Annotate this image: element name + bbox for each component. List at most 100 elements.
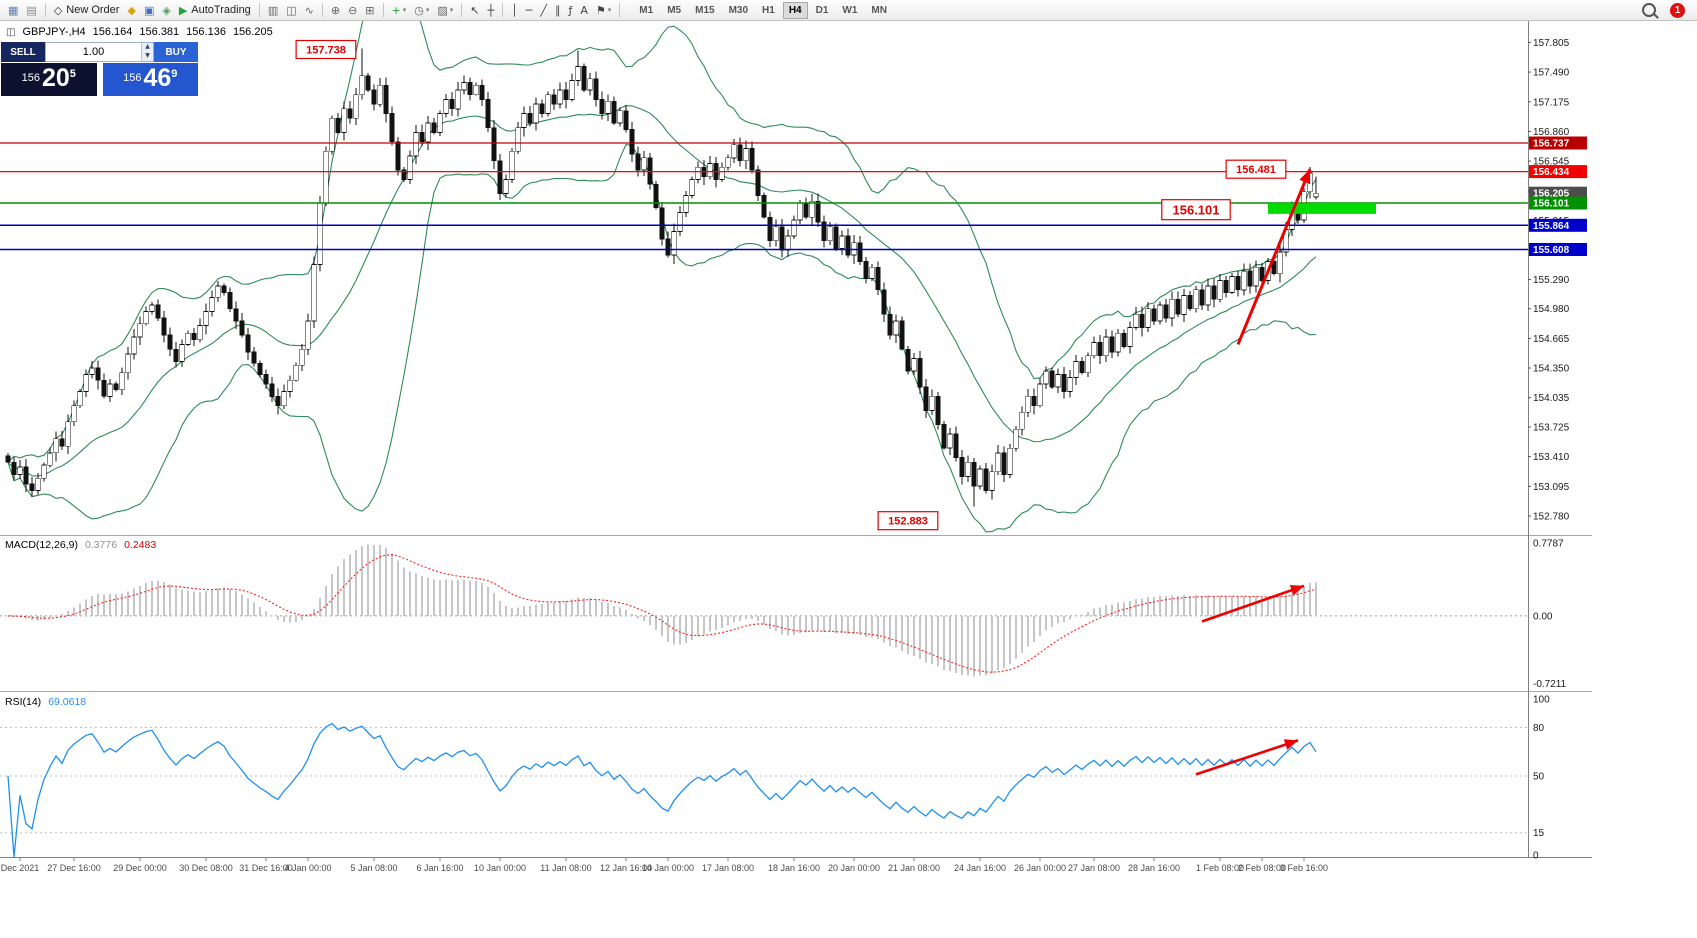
price-scale-label: 152.780	[1533, 512, 1570, 523]
open-value: 156.164	[92, 26, 133, 38]
time-axis-label: 24 Jan 16:00	[954, 863, 1006, 873]
price-tag-156.737	[1529, 136, 1587, 150]
macd-pane-label: MACD(12,26,9) 0.3776 0.2483	[5, 539, 156, 551]
rsi-scale-label: 80	[1533, 723, 1545, 734]
tile-windows-button[interactable]: ⊞	[362, 2, 377, 19]
metaeditor-button[interactable]: ◆	[124, 2, 138, 19]
volume-field[interactable]: 1.00 ▲ ▼	[45, 42, 154, 62]
volume-increase-button[interactable]: ▲	[141, 43, 153, 52]
buy-price-button[interactable]: 156 46 9	[102, 63, 198, 96]
macd-main-value: 0.3776	[84, 539, 118, 551]
macd-scale-label: -0.7211	[1533, 679, 1567, 690]
toolbar-buttons: ▦ ▤ ◇ New Order ◆ ▣ ◈ ▶ AutoTrading ▥ ◫ ∿ ⊕ ⊖ ⊞ + ▾ ◷ ▾ ▨ ▾ ↖…	[4, 0, 624, 20]
bar-chart-button[interactable]: ▥	[265, 2, 281, 19]
arrows-tool-button[interactable]: ⚑ ▾	[593, 2, 614, 19]
crosshair-button[interactable]: ┼	[485, 2, 498, 19]
navigator-button[interactable]: ◈	[159, 2, 173, 19]
text-label-button[interactable]: A	[577, 2, 591, 19]
time-axis-label: 5 Jan 08:00	[350, 863, 397, 873]
time-axis-label: 28 Jan 16:00	[1128, 863, 1180, 873]
timeframe-buttons: M1 M5 M15 M30 H1 H4 D1 W1 MN	[632, 1, 894, 19]
toolbar-separator	[382, 3, 384, 17]
indicators-caret-icon: ▾	[402, 6, 407, 14]
timeframe-d1-button[interactable]: D1	[815, 4, 829, 16]
terminal-button[interactable]: ▣	[141, 2, 157, 19]
search-icon[interactable]	[1642, 3, 1656, 17]
bollinger-middle-line	[7, 105, 1317, 477]
volume-value[interactable]: 1.00	[82, 46, 105, 58]
price-scale-label: 154.035	[1533, 393, 1570, 404]
templates-button[interactable]: ▨ ▾	[434, 2, 456, 19]
sell-tab[interactable]: SELL	[1, 42, 45, 62]
time-axis-label: 30 Dec 08:00	[179, 863, 233, 873]
macd-name: MACD(12,26,9)	[5, 539, 78, 551]
trend-arrow-rsi[interactable]	[1195, 739, 1299, 776]
trend-arrow-main[interactable]	[1236, 168, 1312, 346]
price-scale-label: 157.175	[1533, 97, 1570, 108]
profiles-button[interactable]: ▤	[23, 2, 39, 19]
new-order-button[interactable]: ◇ New Order	[51, 2, 123, 19]
volume-decrease-button[interactable]: ▼	[141, 52, 153, 61]
price-tag-156.101	[1529, 196, 1587, 210]
trendline-icon: ╱	[540, 3, 547, 17]
line-chart-button[interactable]: ∿	[302, 2, 317, 19]
sell-price-button[interactable]: 156 20 5	[1, 63, 97, 96]
vertical-line-icon: │	[511, 3, 518, 17]
candlestick-chart-icon: ◫	[286, 3, 297, 17]
trendline-button[interactable]: ╱	[537, 2, 550, 19]
zoom-in-icon: ⊕	[330, 3, 341, 17]
chart-label-box-157.738[interactable]	[295, 39, 357, 60]
autotrading-button[interactable]: ▶ AutoTrading	[176, 2, 254, 19]
timeframe-w1-button[interactable]: W1	[842, 4, 858, 16]
price-tag-text: 155.608	[1533, 245, 1570, 256]
new-chart-button[interactable]: ▦	[5, 2, 21, 19]
chart-label-box-156.101[interactable]	[1161, 199, 1231, 221]
fibonacci-button[interactable]: ƒ	[566, 2, 576, 19]
time-axis-label: 12 Jan 16:00	[600, 863, 652, 873]
zoom-out-button[interactable]: ⊖	[345, 2, 360, 19]
timeframe-m1-button[interactable]: M1	[639, 4, 654, 16]
timeframe-h1-button[interactable]: H1	[762, 4, 775, 16]
toolbar-separator	[619, 3, 621, 17]
timeframe-m30-button[interactable]: M30	[728, 4, 749, 16]
horizontal-line-button[interactable]: ─	[523, 2, 536, 19]
time-axis-label: 4 Jan 00:00	[284, 863, 331, 873]
zoom-in-button[interactable]: ⊕	[328, 2, 343, 19]
macd-scale-label: 0.00	[1533, 611, 1553, 622]
price-scale-label: 154.350	[1533, 364, 1570, 375]
toolbar-separator	[502, 3, 504, 17]
candlestick-chart-button[interactable]: ◫	[283, 2, 299, 19]
highlight-rectangle[interactable]	[1268, 203, 1376, 214]
chart-label-box-156.481[interactable]	[1225, 159, 1287, 179]
buy-price-prefix: 156	[123, 72, 142, 84]
rsi-pane-label: RSI(14) 69.0618	[5, 696, 86, 708]
rsi-scale-label: 15	[1533, 828, 1545, 839]
price-scale-label: 156.860	[1533, 127, 1570, 138]
cursor-button[interactable]: ↖	[467, 2, 482, 19]
time-axis-label: 14 Jan 00:00	[642, 863, 694, 873]
price-tag-text: 156.205	[1533, 189, 1570, 200]
buy-tab[interactable]: BUY	[154, 42, 198, 62]
timeframe-m15-button[interactable]: M15	[695, 4, 715, 16]
notification-badge[interactable]: 1	[1670, 2, 1685, 18]
vertical-line-button[interactable]: │	[508, 2, 521, 19]
timeframe-h4-button[interactable]: H4	[782, 1, 808, 19]
chart-label-box-152.883[interactable]	[877, 511, 939, 531]
trend-arrow-rsi-head	[1283, 739, 1298, 750]
trend-arrow-macd[interactable]	[1201, 584, 1305, 623]
periods-button[interactable]: ◷ ▾	[411, 2, 432, 19]
price-scale-label: 154.980	[1533, 304, 1570, 315]
navigator-icon: ◈	[162, 3, 171, 17]
timeframe-mn-button[interactable]: MN	[871, 4, 887, 16]
indicators-button[interactable]: + ▾	[389, 2, 410, 19]
price-scale-label: 157.805	[1533, 38, 1570, 49]
time-axis-label: 27 Dec 16:00	[47, 863, 101, 873]
timeframe-m5-button[interactable]: M5	[667, 4, 682, 16]
symbol-timeframe-label: GBPJPY-,H4	[22, 26, 86, 38]
zoom-out-icon: ⊖	[348, 3, 358, 17]
price-scale-label: 156.545	[1533, 157, 1570, 168]
channel-button[interactable]: ∥	[552, 2, 564, 19]
fibonacci-icon: ƒ	[568, 3, 573, 17]
